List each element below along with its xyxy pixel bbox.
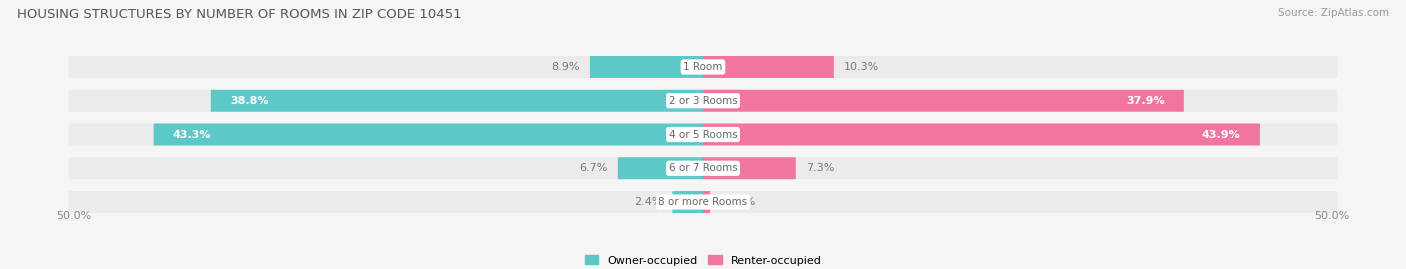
Text: 1 Room: 1 Room [683, 62, 723, 72]
Text: 6 or 7 Rooms: 6 or 7 Rooms [669, 163, 737, 173]
FancyBboxPatch shape [617, 157, 703, 179]
FancyBboxPatch shape [703, 157, 796, 179]
FancyBboxPatch shape [69, 123, 1337, 146]
FancyBboxPatch shape [672, 191, 703, 213]
FancyBboxPatch shape [211, 90, 703, 112]
FancyBboxPatch shape [69, 191, 1337, 213]
Text: 43.3%: 43.3% [173, 129, 211, 140]
Text: 50.0%: 50.0% [1315, 211, 1350, 221]
Text: 7.3%: 7.3% [806, 163, 834, 173]
Text: 2 or 3 Rooms: 2 or 3 Rooms [669, 96, 737, 106]
FancyBboxPatch shape [69, 157, 1337, 179]
Text: 50.0%: 50.0% [56, 211, 91, 221]
Text: HOUSING STRUCTURES BY NUMBER OF ROOMS IN ZIP CODE 10451: HOUSING STRUCTURES BY NUMBER OF ROOMS IN… [17, 8, 461, 21]
FancyBboxPatch shape [703, 123, 1260, 146]
FancyBboxPatch shape [591, 56, 703, 78]
FancyBboxPatch shape [153, 123, 703, 146]
Text: 37.9%: 37.9% [1126, 96, 1164, 106]
Text: 4 or 5 Rooms: 4 or 5 Rooms [669, 129, 737, 140]
FancyBboxPatch shape [69, 90, 1337, 112]
Text: 2.4%: 2.4% [634, 197, 662, 207]
FancyBboxPatch shape [69, 56, 1337, 78]
Text: 38.8%: 38.8% [231, 96, 269, 106]
Text: 10.3%: 10.3% [844, 62, 879, 72]
FancyBboxPatch shape [703, 191, 710, 213]
Text: 8 or more Rooms: 8 or more Rooms [658, 197, 748, 207]
FancyBboxPatch shape [703, 56, 834, 78]
Text: Source: ZipAtlas.com: Source: ZipAtlas.com [1278, 8, 1389, 18]
Text: 0.55%: 0.55% [720, 197, 755, 207]
Legend: Owner-occupied, Renter-occupied: Owner-occupied, Renter-occupied [581, 251, 825, 269]
Text: 8.9%: 8.9% [551, 62, 581, 72]
Text: 6.7%: 6.7% [579, 163, 607, 173]
FancyBboxPatch shape [703, 90, 1184, 112]
Text: 43.9%: 43.9% [1202, 129, 1240, 140]
